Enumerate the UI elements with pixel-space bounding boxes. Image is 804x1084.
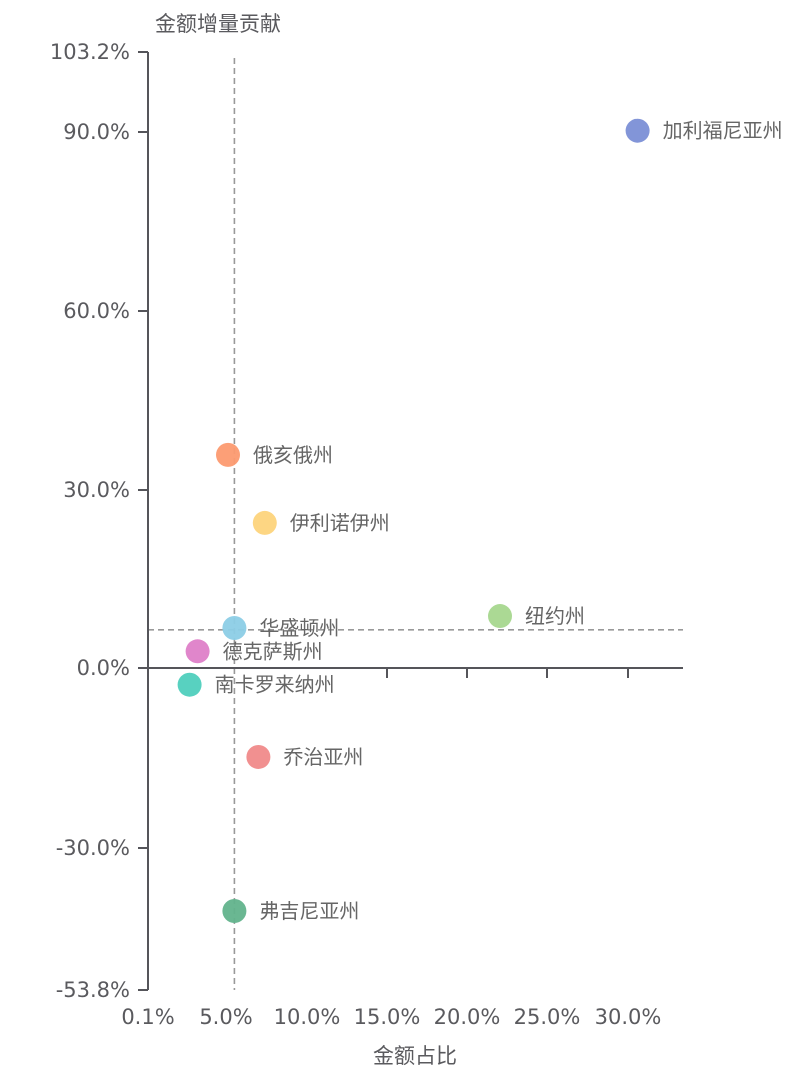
data-point[interactable]: 伊利诺伊州 xyxy=(252,510,390,535)
data-point[interactable]: 华盛顿州 xyxy=(222,616,339,641)
data-point[interactable]: 弗吉尼亚州 xyxy=(222,898,359,923)
point-label: 伊利诺伊州 xyxy=(290,511,390,535)
data-point[interactable]: 南卡罗来纳州 xyxy=(177,672,335,697)
y-tick-label: 103.2% xyxy=(50,40,130,64)
point-marker[interactable] xyxy=(222,898,247,923)
point-marker[interactable] xyxy=(252,510,277,535)
y-axis-title: 金额增量贡献 xyxy=(155,12,281,36)
reference-lines xyxy=(148,58,683,990)
point-label: 乔治亚州 xyxy=(283,745,363,769)
point-marker[interactable] xyxy=(222,616,247,641)
data-point[interactable]: 纽约州 xyxy=(488,604,585,629)
point-marker[interactable] xyxy=(216,442,240,467)
point-marker[interactable] xyxy=(177,672,202,697)
x-tick-label: 20.0% xyxy=(434,1005,501,1029)
y-tick-label: 30.0% xyxy=(63,478,130,502)
x-tick-label: 0.1% xyxy=(121,1005,174,1029)
point-label: 南卡罗来纳州 xyxy=(215,673,335,697)
x-tick-label: 30.0% xyxy=(595,1005,662,1029)
x-tick-label: 25.0% xyxy=(514,1005,581,1029)
y-tick-label: 0.0% xyxy=(77,656,130,680)
point-marker[interactable] xyxy=(625,118,650,143)
x-axis-title: 金额占比 xyxy=(373,1044,457,1068)
data-point[interactable]: 乔治亚州 xyxy=(246,744,363,769)
x-tick-label: 5.0% xyxy=(199,1005,252,1029)
x-tick-label: 10.0% xyxy=(274,1005,341,1029)
data-point[interactable]: 俄亥俄州 xyxy=(216,442,333,467)
axes: 103.2% 90.0% 60.0% 30.0% 0.0% -30.0% -53.8% 0.1… xyxy=(50,40,683,1029)
y-tick-label: 90.0% xyxy=(63,120,130,144)
point-label: 俄亥俄州 xyxy=(253,443,333,467)
x-tick-label: 15.0% xyxy=(354,1005,421,1029)
point-marker[interactable] xyxy=(185,639,210,664)
point-label: 弗吉尼亚州 xyxy=(259,899,359,923)
point-marker[interactable] xyxy=(488,604,512,629)
point-label: 纽约州 xyxy=(525,604,585,628)
point-label: 德克萨斯州 xyxy=(223,639,323,663)
point-label: 华盛顿州 xyxy=(259,616,339,640)
point-marker[interactable] xyxy=(246,744,271,769)
y-tick-label: 60.0% xyxy=(63,299,130,323)
point-label: 加利福尼亚州 xyxy=(663,119,783,143)
data-point[interactable]: 德克萨斯州 xyxy=(185,639,323,664)
y-tick-label: -53.8% xyxy=(56,978,130,1002)
y-tick-label: -30.0% xyxy=(56,836,130,860)
data-points: 加利福尼亚州俄亥俄州伊利诺伊州纽约州华盛顿州德克萨斯州南卡罗来纳州乔治亚州弗吉尼… xyxy=(177,118,783,923)
data-point[interactable]: 加利福尼亚州 xyxy=(625,118,783,143)
